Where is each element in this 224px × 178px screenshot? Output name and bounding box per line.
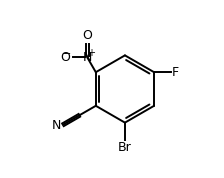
Text: O: O <box>60 51 70 64</box>
Text: +: + <box>87 48 95 58</box>
Text: Br: Br <box>118 141 132 154</box>
Text: O: O <box>82 29 92 42</box>
Text: N: N <box>82 51 92 64</box>
Text: −: − <box>62 49 71 59</box>
Text: N: N <box>52 119 61 132</box>
Text: F: F <box>172 66 179 79</box>
